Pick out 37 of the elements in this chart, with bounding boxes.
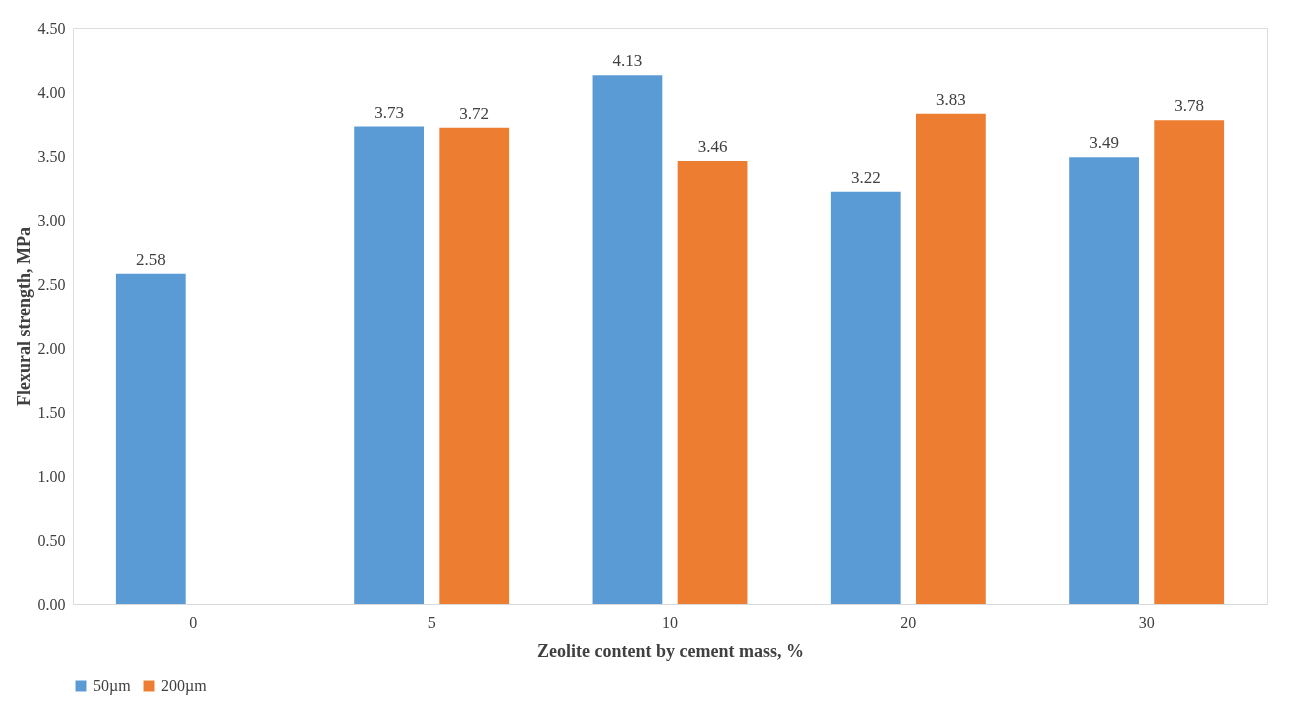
data-label: 3.22 (850, 167, 881, 187)
data-label: 2.58 (135, 249, 166, 269)
data-label: 3.78 (1174, 96, 1205, 116)
data-label: 3.72 (459, 103, 490, 123)
y-tick-label: 3.00 (37, 211, 66, 229)
bar (592, 75, 663, 604)
data-label: 4.13 (612, 51, 643, 71)
y-tick-label: 4.00 (37, 83, 66, 101)
y-tick-label: 3.50 (37, 147, 66, 165)
y-tick-label: 1.00 (37, 467, 66, 485)
legend-label: 200µm (161, 677, 208, 695)
bar (915, 113, 986, 604)
data-label: 3.73 (374, 102, 404, 122)
x-tick-label: 0 (189, 613, 198, 631)
y-tick-label: 2.00 (37, 339, 66, 357)
y-tick-label: 0.50 (37, 531, 66, 549)
x-tick-label: 30 (1138, 613, 1155, 631)
bar (439, 127, 510, 604)
x-axis-title: Zeolite content by cement mass, % (537, 640, 804, 661)
y-tick-label: 0.00 (37, 595, 66, 613)
y-axis-title: Flexural strength, MPa (13, 226, 34, 407)
bar (830, 191, 901, 604)
y-tick-label: 4.50 (37, 19, 66, 37)
data-label: 3.46 (697, 137, 728, 157)
legend-label: 50µm (93, 677, 132, 695)
bar (115, 273, 186, 604)
y-tick-label: 2.50 (37, 275, 66, 293)
data-label: 3.83 (936, 89, 966, 109)
x-tick-label: 20 (900, 613, 917, 631)
bar (354, 126, 425, 604)
x-tick-label: 10 (662, 613, 678, 631)
x-tick-label: 5 (427, 613, 436, 631)
y-tick-label: 1.50 (37, 403, 66, 421)
bar (1154, 120, 1225, 604)
bar (1069, 157, 1139, 604)
data-label: 3.49 (1089, 133, 1119, 153)
bar (677, 161, 748, 604)
